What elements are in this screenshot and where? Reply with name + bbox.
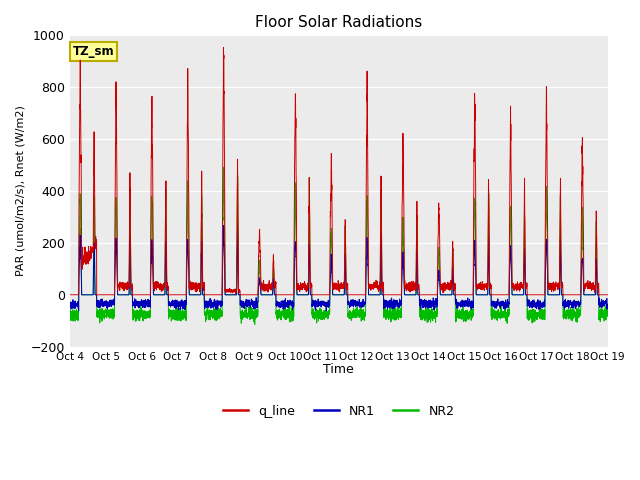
Text: TZ_sm: TZ_sm <box>72 45 114 58</box>
Y-axis label: PAR (umol/m2/s), Rnet (W/m2): PAR (umol/m2/s), Rnet (W/m2) <box>15 106 25 276</box>
Title: Floor Solar Radiations: Floor Solar Radiations <box>255 15 422 30</box>
Legend: q_line, NR1, NR2: q_line, NR1, NR2 <box>218 400 460 423</box>
X-axis label: Time: Time <box>323 363 354 376</box>
